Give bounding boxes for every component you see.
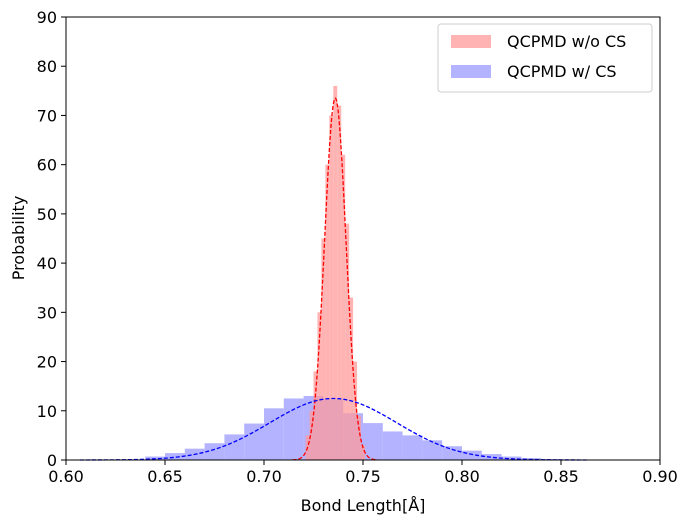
x-tick-label: 0.60 xyxy=(48,467,84,486)
x-tick-label: 0.85 xyxy=(543,467,579,486)
bar-qcpmd-w-o-cs-14 xyxy=(361,445,365,460)
bar-qcpmd-w-cs-13 xyxy=(402,435,423,460)
bar-qcpmd-w-cs-6 xyxy=(264,408,284,460)
bar-qcpmd-w-cs-5 xyxy=(244,423,264,460)
legend-swatch-without-cs xyxy=(451,35,491,48)
bar-qcpmd-w-cs-15 xyxy=(442,446,462,460)
y-tick-label: 40 xyxy=(37,254,57,273)
y-tick-label: 20 xyxy=(37,353,57,372)
bar-qcpmd-w-o-cs-7 xyxy=(333,85,338,461)
y-tick-label: 90 xyxy=(37,8,57,27)
x-tick-label: 0.80 xyxy=(444,467,480,486)
legend-label-without-cs: QCPMD w/o CS xyxy=(507,32,626,51)
bar-qcpmd-w-o-cs-4 xyxy=(321,238,326,460)
bar-qcpmd-w-o-cs-3 xyxy=(317,312,322,460)
bar-qcpmd-w-cs-1 xyxy=(165,453,185,460)
bar-qcpmd-w-cs-7 xyxy=(283,398,304,460)
x-tick-label: 0.90 xyxy=(642,467,678,486)
bar-qcpmd-w-cs-11 xyxy=(363,423,383,460)
x-axis-title: Bond Length[Å] xyxy=(301,496,426,515)
x-tick-label: 0.75 xyxy=(345,467,381,486)
bar-qcpmd-w-o-cs-1 xyxy=(309,410,314,460)
bar-qcpmd-w-o-cs-8 xyxy=(337,105,342,460)
x-axis-ticks: 0.60 0.65 0.70 0.75 0.80 0.85 0.90 xyxy=(48,460,678,486)
y-tick-label: 30 xyxy=(37,303,57,322)
bar-qcpmd-w-o-cs-10 xyxy=(345,223,350,460)
bar-qcpmd-w-o-cs-2 xyxy=(313,371,318,460)
bar-qcpmd-w-o-cs-13 xyxy=(357,415,362,460)
y-tick-label: 70 xyxy=(37,106,57,125)
bar-qcpmd-w-o-cs-11 xyxy=(349,297,354,460)
legend-label-with-cs: QCPMD w/ CS xyxy=(507,62,617,81)
y-axis-ticks: 0 10 20 30 40 50 60 70 80 90 xyxy=(37,8,66,470)
bar-qcpmd-w-cs-16 xyxy=(462,450,482,460)
bar-qcpmd-w-cs-17 xyxy=(481,454,502,460)
fit-curve-qcpmd-w-o-cs xyxy=(292,97,379,461)
bar-qcpmd-w-o-cs-6 xyxy=(329,115,334,460)
y-tick-label: 80 xyxy=(37,57,57,76)
y-tick-label: 50 xyxy=(37,205,57,224)
bar-qcpmd-w-o-cs-9 xyxy=(341,154,346,461)
x-tick-label: 0.65 xyxy=(147,467,183,486)
fit-curve-qcpmd-w-cs xyxy=(79,397,587,461)
y-tick-label: 0 xyxy=(47,451,57,470)
legend: QCPMD w/o CS QCPMD w/ CS xyxy=(437,23,653,93)
gaussian-fit-curves xyxy=(79,97,587,461)
bar-qcpmd-w-o-cs-12 xyxy=(353,361,358,460)
y-axis-title: Probability xyxy=(9,196,28,281)
x-tick-label: 0.70 xyxy=(246,467,282,486)
histogram-bars xyxy=(145,85,561,461)
bar-qcpmd-w-cs-14 xyxy=(422,440,443,460)
legend-swatch-with-cs xyxy=(451,65,491,78)
y-tick-label: 10 xyxy=(37,402,57,421)
y-tick-label: 60 xyxy=(37,156,57,175)
bar-qcpmd-w-cs-12 xyxy=(382,431,403,460)
bar-qcpmd-w-cs-4 xyxy=(224,434,245,460)
bar-qcpmd-w-o-cs-5 xyxy=(325,164,330,460)
legend-frame xyxy=(437,23,653,93)
